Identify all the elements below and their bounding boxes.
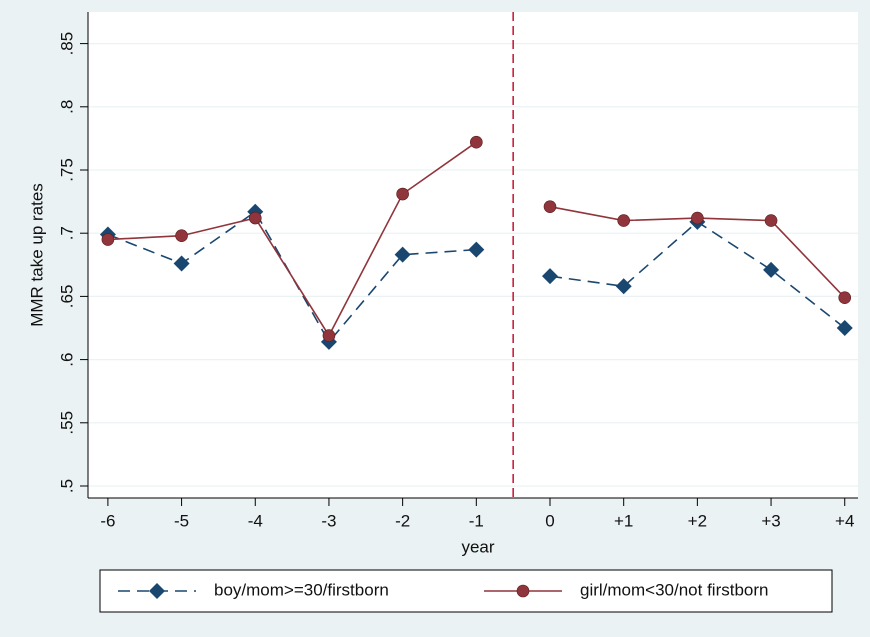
marker [763, 261, 780, 278]
y-axis-title: MMR take up rates [27, 183, 46, 327]
y-tick-label: .6 [57, 353, 76, 367]
marker [248, 211, 262, 225]
marker [468, 241, 485, 258]
marker [836, 319, 853, 336]
y-tick-label: .85 [57, 32, 76, 56]
x-tick-label: -3 [321, 511, 336, 530]
marker [396, 187, 409, 201]
x-tick-label: -5 [174, 511, 189, 530]
y-tick-label: .55 [57, 411, 76, 435]
legend [99, 569, 833, 613]
x-axis-title: year [461, 537, 494, 556]
legend-marker [149, 583, 165, 599]
legend-marker [516, 584, 530, 598]
plot-area [88, 12, 858, 498]
marker [542, 268, 558, 285]
y-tick-label: .5 [57, 479, 76, 493]
x-tick-label: -1 [469, 511, 484, 530]
marker [615, 278, 632, 295]
marker [175, 229, 188, 243]
marker [322, 329, 336, 342]
marker [838, 291, 852, 304]
x-tick-label: +3 [761, 511, 780, 530]
marker [173, 255, 190, 272]
x-tick-label: -2 [395, 511, 410, 530]
x-tick-label: -4 [248, 511, 263, 530]
marker [470, 135, 483, 149]
marker [543, 200, 557, 213]
series-line [107, 210, 477, 344]
legend-label: girl/mom<30/not firstborn [580, 580, 769, 599]
x-tick-label: +4 [835, 511, 854, 530]
marker [691, 211, 704, 225]
legend-label: boy/mom>=30/firstborn [214, 580, 389, 599]
x-tick-label: 0 [545, 511, 554, 530]
y-tick-label: .75 [57, 158, 76, 182]
y-tick-label: .7 [57, 226, 76, 240]
x-tick-label: -6 [100, 511, 115, 530]
marker [394, 246, 411, 263]
marker [617, 214, 630, 227]
x-tick-label: +2 [688, 511, 707, 530]
y-tick-label: .65 [57, 285, 76, 309]
series-line [107, 141, 477, 338]
marker [101, 233, 115, 246]
x-tick-label: +1 [614, 511, 633, 530]
marker [764, 214, 778, 227]
y-tick-label: .8 [57, 100, 76, 114]
